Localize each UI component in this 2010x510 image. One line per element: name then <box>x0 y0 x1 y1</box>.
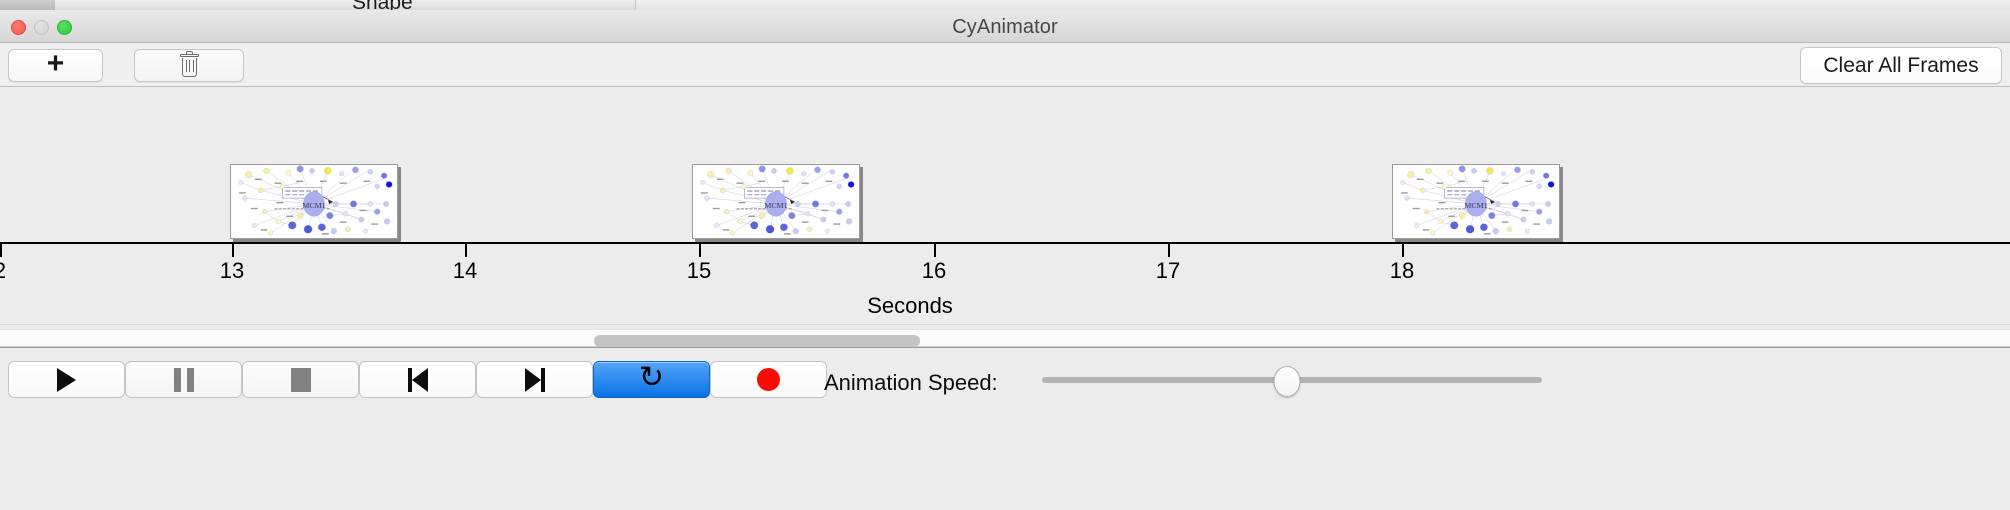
scrollbar-thumb[interactable] <box>594 335 920 347</box>
axis-tick-label: 2 <box>0 258 6 284</box>
play-button[interactable] <box>8 361 125 398</box>
pause-icon <box>173 367 194 392</box>
loop-icon: ↻ <box>638 360 665 394</box>
animation-speed-label: Animation Speed: <box>824 370 998 395</box>
timeline-frame-thumbnail[interactable]: MCM1 <box>692 164 860 239</box>
minimize-button[interactable] <box>34 20 49 35</box>
trash-icon <box>179 50 199 78</box>
window-bottom-edge <box>0 507 2010 510</box>
network-thumbnail-image: MCM1 <box>1393 165 1559 238</box>
loop-button[interactable]: ↻ <box>593 361 710 398</box>
axis-caption: Seconds <box>867 293 953 318</box>
background-window-strip: Shape <box>0 0 2010 10</box>
network-thumbnail-image: MCM1 <box>693 165 859 238</box>
background-toolbar-glyphs <box>0 0 6 10</box>
axis-tick-label: 13 <box>219 258 245 283</box>
network-thumbnail-image: MCM1 <box>231 165 397 238</box>
axis-tick <box>699 244 701 257</box>
clear-all-frames-button[interactable]: Clear All Frames <box>1800 47 2002 84</box>
close-button[interactable] <box>11 20 26 35</box>
delete-frame-button[interactable] <box>134 49 244 82</box>
playback-bar: ↻ Animation Speed: <box>0 347 2010 410</box>
skip-forward-icon <box>524 367 545 392</box>
record-icon <box>757 368 780 391</box>
play-icon <box>57 367 76 392</box>
add-frame-button[interactable]: + <box>8 49 103 82</box>
timeline-scroll-area <box>0 324 2010 347</box>
skip-back-button[interactable] <box>359 361 476 398</box>
axis-tick-label: 16 <box>921 258 947 283</box>
axis-tick <box>1402 244 1404 257</box>
slider-knob[interactable] <box>1273 366 1301 397</box>
axis-tick-label: 15 <box>686 258 712 283</box>
axis-tick-label: 17 <box>1155 258 1181 283</box>
svg-text:MCM1: MCM1 <box>764 201 787 210</box>
axis-tick-label: 18 <box>1389 258 1415 283</box>
record-button[interactable] <box>710 361 827 398</box>
svg-text:MCM1: MCM1 <box>302 201 325 210</box>
stop-icon <box>290 367 311 392</box>
axis-tick <box>232 244 234 257</box>
axis-tick <box>934 244 936 257</box>
axis-tick-label: 14 <box>452 258 478 283</box>
axis-tick <box>1168 244 1170 257</box>
plus-icon: + <box>46 47 65 80</box>
skip-forward-button[interactable] <box>476 361 593 398</box>
title-bar: CyAnimator <box>0 10 2010 43</box>
svg-text:MCM1: MCM1 <box>1464 201 1487 210</box>
maximize-button[interactable] <box>57 20 72 35</box>
background-window-label: Shape <box>352 0 413 10</box>
skip-back-icon <box>407 367 428 392</box>
axis-tick <box>465 244 467 257</box>
animation-speed-slider[interactable] <box>1042 362 1542 398</box>
timeline-frame-thumbnail[interactable]: MCM1 <box>1392 164 1560 239</box>
stop-button[interactable] <box>242 361 359 398</box>
timeline-canvas[interactable]: 2 13 14 15 16 17 18 MCM1 MCM1 MCM1 Seconds <box>0 88 2010 324</box>
axis-tick <box>0 244 2 257</box>
pause-button[interactable] <box>125 361 242 398</box>
toolbar: + Clear All Frames <box>0 43 2010 87</box>
window-title: CyAnimator <box>952 16 1058 38</box>
window-controls <box>11 20 72 35</box>
timeline-axis <box>0 242 2010 244</box>
scrollbar-track[interactable] <box>0 329 2010 347</box>
timeline-frame-thumbnail[interactable]: MCM1 <box>230 164 398 239</box>
